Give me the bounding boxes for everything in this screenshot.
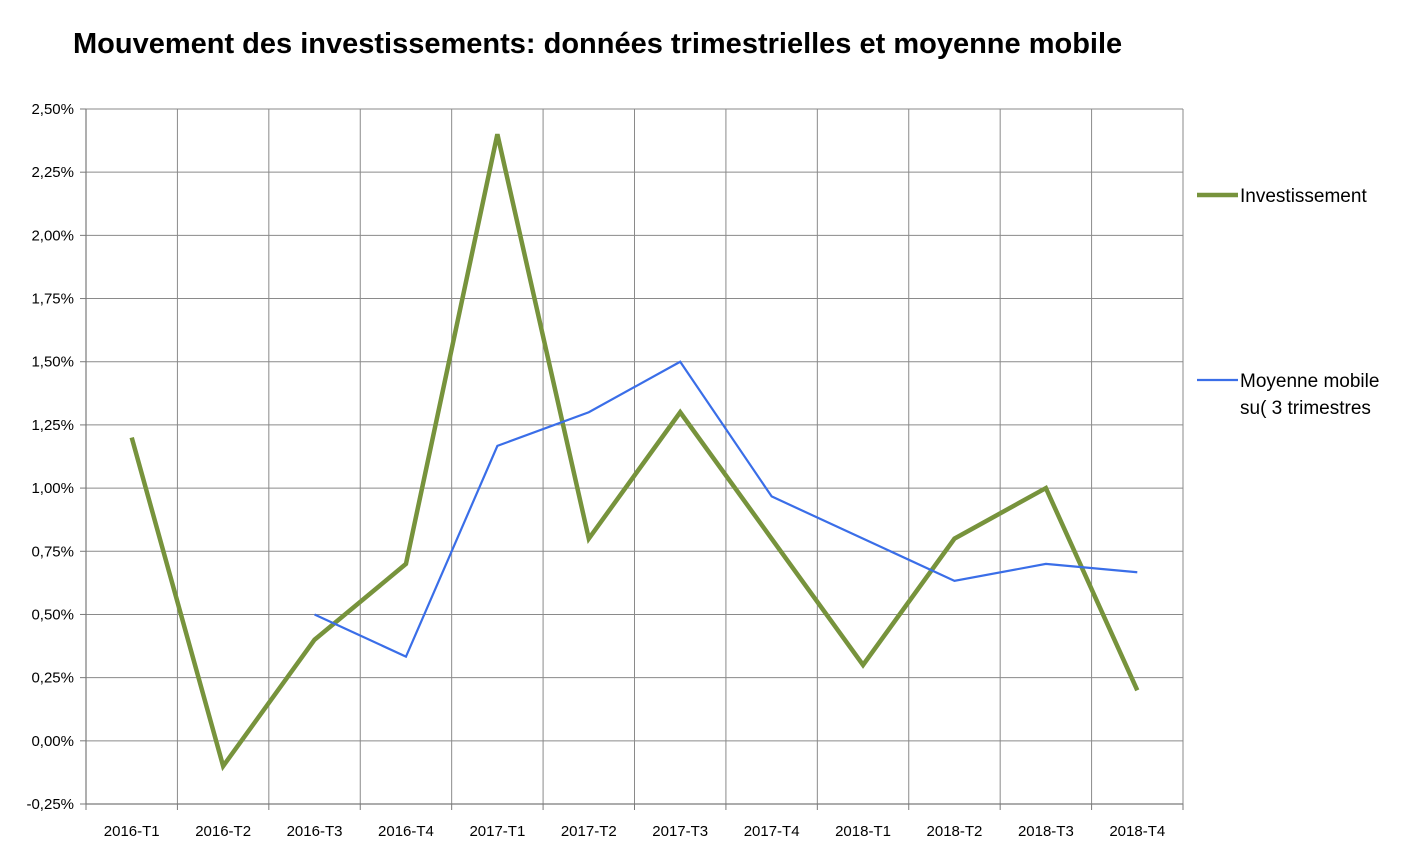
chart-title: Mouvement des investissements: données t… xyxy=(73,28,1122,60)
y-tick-label: 0,00% xyxy=(31,733,74,750)
legend: Investissement Moyenne mobile su( 3 trimes… xyxy=(1197,186,1379,419)
x-tick-label: 2016-T4 xyxy=(378,823,434,840)
legend-label: su( 3 trimestres xyxy=(1240,398,1371,419)
y-axis-tick-labels: -0,25% 0,00% 0,25% 0,50% 0,75% 1,00% 1,25% 1,50… xyxy=(26,101,74,813)
series-line-investissement xyxy=(129,133,1140,772)
legend-label: Investissement xyxy=(1240,186,1367,207)
x-tick-label: 2016-T1 xyxy=(104,823,160,840)
x-tick-label: 2017-T1 xyxy=(469,823,525,840)
data-series xyxy=(129,133,1140,772)
x-tick-label: 2016-T2 xyxy=(195,823,251,840)
y-tick-label: 0,75% xyxy=(31,543,74,560)
y-tick-label: 0,25% xyxy=(31,670,74,687)
y-tick-label: 1,25% xyxy=(31,417,74,434)
x-axis-tick-labels: 2016-T1 2016-T2 2016-T3 2016-T4 2017-T1 2017-… xyxy=(104,823,1165,840)
legend-entry-investissement: Investissement xyxy=(1197,186,1367,207)
x-tick-label: 2018-T3 xyxy=(1018,823,1074,840)
y-tick-label: 1,50% xyxy=(31,354,74,371)
x-tick-label: 2018-T4 xyxy=(1109,823,1165,840)
grid-lines xyxy=(86,108,1184,805)
series-line-moyenne-mobile xyxy=(314,360,1138,659)
x-tick-label: 2017-T4 xyxy=(744,823,800,840)
x-tick-label: 2017-T3 xyxy=(652,823,708,840)
y-tick-label: 1,00% xyxy=(31,480,74,497)
legend-label: Moyenne mobile xyxy=(1240,371,1379,392)
y-tick-label: 1,75% xyxy=(31,291,74,308)
y-tick-label: 2,50% xyxy=(31,101,74,118)
y-tick-label: 0,50% xyxy=(31,606,74,623)
x-tick-label: 2016-T3 xyxy=(287,823,343,840)
x-tick-label: 2017-T2 xyxy=(561,823,617,840)
y-tick-label: -0,25% xyxy=(26,796,74,813)
x-tick-label: 2018-T1 xyxy=(835,823,891,840)
axes xyxy=(80,108,1184,810)
x-tick-label: 2018-T2 xyxy=(927,823,983,840)
y-tick-label: 2,25% xyxy=(31,164,74,181)
y-tick-label: 2,00% xyxy=(31,227,74,244)
legend-entry-moyenne-mobile: Moyenne mobile su( 3 trimestres xyxy=(1197,371,1379,419)
